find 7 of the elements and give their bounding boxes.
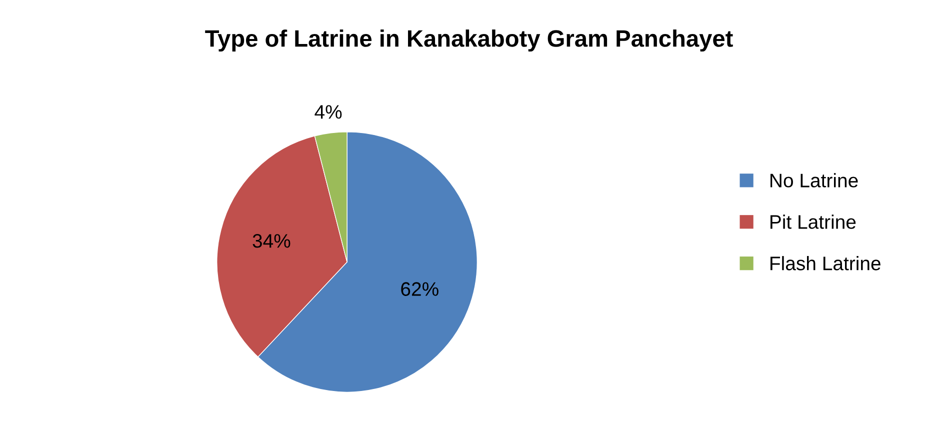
chart-title: Type of Latrine in Kanakaboty Gram Panchayet — [205, 30, 733, 52]
legend-label: Flash Latrine — [770, 256, 880, 270]
legend-label: No Latrine — [770, 173, 858, 188]
data-label: 4% — [314, 105, 342, 119]
legend-label: Pit Latrine — [770, 214, 856, 229]
data-label: 34% — [252, 234, 290, 248]
data-label: 62% — [401, 282, 438, 296]
